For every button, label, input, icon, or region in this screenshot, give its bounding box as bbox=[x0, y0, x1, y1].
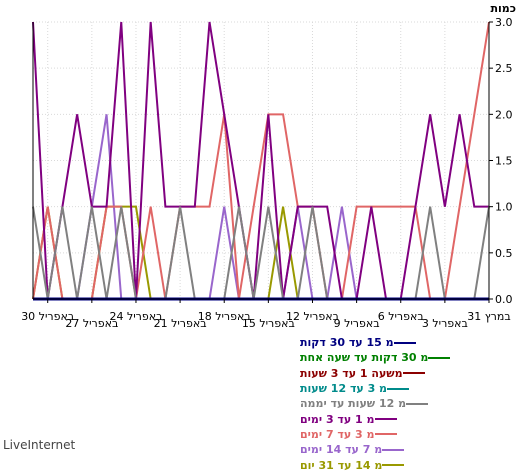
series-line-6 bbox=[32, 21, 489, 300]
y-tick-label: 0.0 bbox=[495, 293, 513, 306]
legend-item: מ 3 עד 7 ימים bbox=[300, 427, 512, 442]
legend-label: מ 15 עד 30 דקות bbox=[300, 336, 394, 350]
legend: מ 15 עד 30 דקות מ 30 דקות עד שעה אחת משעה … bbox=[300, 335, 512, 473]
y-tick-label: 2.0 bbox=[495, 108, 513, 121]
legend-item: מ 7 עד 14 ימים bbox=[300, 442, 512, 457]
x-tick-label: 21 באפריל bbox=[154, 317, 207, 330]
legend-item: מ 12 שעות עד יממה bbox=[300, 396, 512, 411]
legend-label: מ 30 דקות עד שעה אחת bbox=[300, 351, 429, 365]
legend-label: מ 14 עד 31 יום bbox=[300, 458, 383, 472]
series-line-7 bbox=[32, 21, 490, 300]
legend-label: מ 3 עד 7 ימים bbox=[300, 427, 375, 441]
legend-swatch bbox=[387, 387, 410, 390]
legend-swatch bbox=[374, 418, 397, 421]
y-tick-label: 1.0 bbox=[495, 201, 513, 214]
x-tick-label: 9 באפריל bbox=[334, 317, 380, 330]
legend-item: מ 3 עד 12 שעות bbox=[300, 381, 512, 396]
y-tick-label: 1.5 bbox=[495, 155, 513, 168]
x-tick-label: 27 באפריל bbox=[65, 317, 118, 330]
y-tick-label: 0.5 bbox=[495, 247, 513, 260]
legend-item: מ 14 עד 31 יום bbox=[300, 457, 512, 472]
brand-label: LiveInternet bbox=[3, 438, 76, 452]
legend-label: מ 3 עד 12 שעות bbox=[300, 382, 388, 396]
legend-swatch bbox=[374, 433, 397, 436]
legend-item: מ 1 עד 3 ימים bbox=[300, 411, 512, 426]
x-tick-label: 31 במרץ bbox=[467, 310, 510, 323]
legend-swatch bbox=[406, 402, 429, 405]
legend-swatch bbox=[402, 372, 425, 375]
legend-label: מ 7 עד 14 ימים bbox=[300, 443, 383, 457]
y-tick-label: 2.5 bbox=[495, 62, 513, 75]
legend-item: מ 30 דקות עד שעה אחת bbox=[300, 350, 512, 365]
y-tick-label: 3.0 bbox=[495, 16, 513, 29]
legend-item: משעה 1 עד 3 שעות bbox=[300, 366, 512, 381]
x-tick-label: 30 באפריל bbox=[21, 310, 74, 323]
y-axis-label: כמות bbox=[491, 2, 516, 15]
legend-label: מ 12 שעות עד יממה bbox=[300, 397, 407, 411]
legend-item: מ 15 עד 30 דקות bbox=[300, 335, 512, 350]
x-tick-label: 12 באפריל bbox=[286, 310, 339, 323]
legend-label: משעה 1 עד 3 שעות bbox=[300, 366, 403, 380]
legend-swatch bbox=[382, 448, 405, 451]
x-tick-label: 6 באפריל bbox=[378, 310, 424, 323]
x-tick-label: 18 באפריל bbox=[198, 310, 251, 323]
legend-swatch bbox=[393, 341, 416, 344]
x-tick-label: 24 באפריל bbox=[109, 310, 162, 323]
x-tick-label: 3 באפריל bbox=[422, 317, 468, 330]
x-tick-label: 15 באפריל bbox=[242, 317, 295, 330]
legend-label: מ 1 עד 3 ימים bbox=[300, 412, 375, 426]
legend-swatch bbox=[382, 464, 405, 467]
legend-swatch bbox=[428, 356, 451, 359]
